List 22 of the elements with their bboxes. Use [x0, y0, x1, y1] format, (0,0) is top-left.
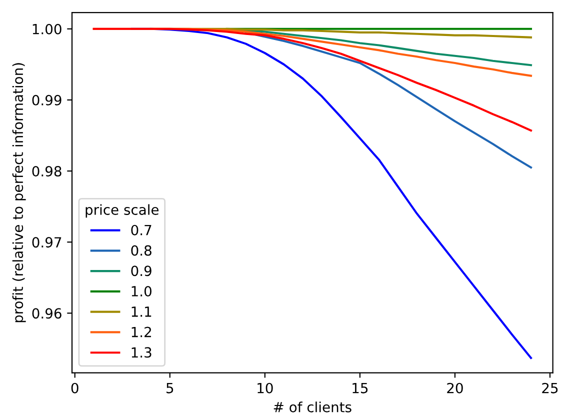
line-series	[92, 28, 532, 132]
x-tick-label: 15	[352, 383, 368, 394]
y-axis-title: profit (relative to perfect information)	[12, 63, 26, 322]
legend-label: 0.7	[131, 224, 152, 236]
y-tick-label: 0.98	[32, 166, 62, 176]
y-tick-label: 0.96	[32, 308, 62, 319]
x-tick-label: 10	[258, 382, 273, 394]
legend-label: 1.2	[132, 326, 151, 338]
y-tick-label: 0.97	[32, 237, 62, 248]
legend-label: 0.8	[131, 245, 152, 256]
x-tick-label: 0	[71, 382, 78, 394]
x-axis-title: # of clients	[274, 402, 352, 412]
legend-label: 1.1	[132, 306, 152, 317]
legend-title: price scale	[86, 204, 159, 218]
legend-label: 0.9	[131, 266, 152, 276]
y-tick-label: 0.99	[32, 94, 62, 106]
x-tick-label: 20	[447, 382, 463, 394]
x-tick-label: 5	[166, 383, 174, 394]
x-tick-label: 25	[542, 382, 558, 394]
legend-label: 1.0	[132, 286, 152, 297]
legend-label: 1.3	[132, 347, 152, 358]
y-tick-label: 1.00	[32, 24, 62, 34]
